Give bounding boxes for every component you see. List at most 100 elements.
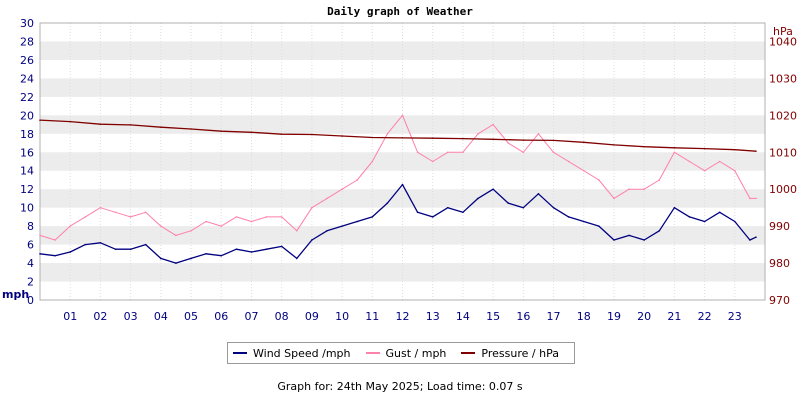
y-tick-label: 4 (27, 257, 34, 270)
data-point-pressure (431, 137, 434, 140)
x-tick-label: 19 (607, 310, 621, 323)
data-point-gust (552, 151, 555, 154)
data-point-wind (462, 211, 464, 214)
x-tick-label: 14 (456, 310, 470, 323)
data-point-wind (295, 257, 298, 260)
y2-tick-label: 1010 (769, 146, 797, 159)
y-tick-label: 2 (27, 276, 34, 289)
series-line-gust (39, 114, 756, 241)
data-point-gust (386, 133, 389, 135)
data-point-gust (99, 206, 102, 209)
data-point-wind (643, 239, 645, 241)
data-point-gust (582, 169, 585, 172)
data-point-gust (673, 151, 676, 154)
data-point-wind (371, 216, 374, 218)
data-point-gust (371, 160, 374, 163)
grid-band (40, 78, 765, 97)
footer-text: Graph for: 24th May 2025; Load time: 0.0… (277, 380, 523, 393)
data-point-gust (280, 216, 283, 218)
data-point-gust (69, 225, 72, 227)
data-point-wind (356, 220, 358, 223)
data-point-wind (235, 248, 238, 251)
data-point-wind (160, 257, 162, 260)
footer-status: Graph for: 24th May 2025; Load time: 0.0… (0, 380, 800, 393)
y-tick-label: 16 (20, 146, 34, 159)
data-point-gust (462, 151, 464, 154)
y-tick-label: 8 (27, 220, 34, 233)
data-point-wind (220, 254, 223, 257)
data-point-gust (341, 188, 343, 190)
x-tick-label: 09 (305, 310, 319, 323)
y-tick-label: 6 (27, 239, 34, 252)
data-point-wind (658, 229, 661, 232)
y-tick-label: 20 (20, 109, 34, 122)
x-tick-label: 17 (547, 310, 561, 323)
data-point-wind (673, 206, 676, 209)
data-point-wind (477, 197, 479, 200)
data-point-gust (537, 133, 540, 135)
x-tick-label: 04 (154, 310, 168, 323)
data-point-gust (401, 114, 404, 117)
x-tick-label: 06 (214, 310, 228, 323)
y-axis-unit: mph (2, 288, 29, 301)
data-point-gust (160, 225, 162, 227)
data-point-gust (356, 179, 358, 181)
legend-swatch-pressure (461, 352, 476, 354)
data-point-wind (39, 253, 41, 255)
x-tick-label: 01 (63, 310, 77, 323)
chart-title: Daily graph of Weather (327, 5, 473, 18)
data-point-pressure (160, 126, 162, 128)
data-point-gust (658, 179, 661, 181)
legend-label-wind: Wind Speed /mph (253, 346, 351, 360)
data-point-pressure (341, 135, 343, 137)
x-tick-label: 23 (728, 310, 742, 323)
y-tick-label: 10 (20, 202, 34, 215)
data-point-wind (537, 193, 540, 195)
data-point-wind (250, 251, 253, 253)
y2-tick-label: 1000 (769, 183, 797, 196)
data-point-gust (326, 197, 328, 200)
data-point-pressure (311, 133, 313, 136)
y-tick-label: 24 (20, 72, 34, 85)
data-point-wind (386, 202, 389, 204)
data-point-wind (175, 262, 177, 264)
data-point-wind (507, 202, 510, 204)
x-tick-label: 02 (93, 310, 107, 323)
data-point-wind (613, 239, 615, 241)
data-point-wind (326, 229, 328, 232)
y2-axis-unit: hPa (773, 25, 793, 38)
data-point-wind (84, 243, 87, 246)
data-point-wind (598, 225, 600, 227)
data-point-gust (54, 239, 56, 241)
y-tick-label: 0 (27, 294, 34, 307)
data-point-wind (341, 225, 343, 227)
legend-swatch-gust (365, 352, 380, 354)
data-point-wind (99, 241, 102, 244)
x-tick-label: 15 (486, 310, 500, 323)
grid-band (40, 226, 765, 245)
x-tick-label: 07 (244, 310, 258, 323)
data-point-gust (144, 211, 147, 214)
data-point-gust (613, 197, 615, 200)
data-point-gust (235, 216, 238, 218)
data-point-gust (431, 160, 434, 163)
data-point-wind (205, 253, 207, 255)
x-tick-label: 03 (124, 310, 138, 323)
data-point-gust (295, 229, 298, 232)
data-point-wind (280, 245, 283, 248)
data-point-wind (401, 183, 404, 186)
y2-tick-label: 1020 (769, 109, 797, 122)
data-point-pressure (69, 120, 72, 123)
data-point-pressure (371, 136, 374, 139)
data-point-pressure (643, 145, 645, 148)
x-tick-label: 21 (667, 310, 681, 323)
x-tick-label: 11 (365, 310, 379, 323)
y-tick-label: 12 (20, 183, 34, 196)
data-point-pressure (582, 141, 585, 144)
data-point-gust (688, 160, 691, 163)
data-point-pressure (522, 139, 525, 141)
data-point-wind (522, 206, 525, 209)
y-tick-label: 28 (20, 35, 34, 48)
data-point-gust (190, 229, 192, 232)
data-point-pressure (190, 128, 192, 130)
